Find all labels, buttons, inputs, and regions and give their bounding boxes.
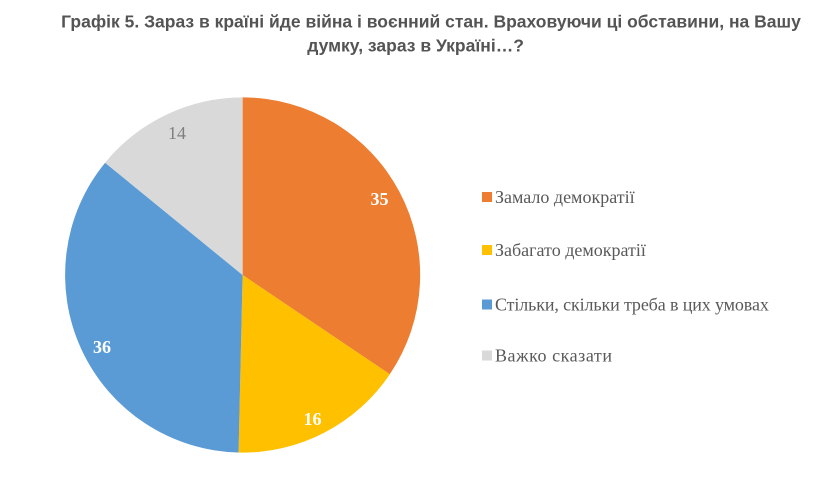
svg-text:16: 16 — [304, 409, 322, 429]
svg-text:Забагато демократії: Забагато демократії — [495, 240, 646, 260]
svg-text:Важко сказати: Важко сказати — [495, 346, 613, 366]
svg-text:35: 35 — [371, 189, 389, 209]
svg-text:14: 14 — [168, 123, 186, 143]
svg-text:Замало демократії: Замало демократії — [495, 187, 635, 207]
svg-text:Графік 5. Зараз в країні йде в: Графік 5. Зараз в країні йде війна і воє… — [61, 12, 801, 32]
svg-text:думку, зараз в Україні…?: думку, зараз в Україні…? — [307, 36, 524, 56]
svg-text:Стільки, скільки треба в цих у: Стільки, скільки треба в цих умовах — [495, 295, 769, 315]
svg-text:36: 36 — [93, 337, 111, 357]
